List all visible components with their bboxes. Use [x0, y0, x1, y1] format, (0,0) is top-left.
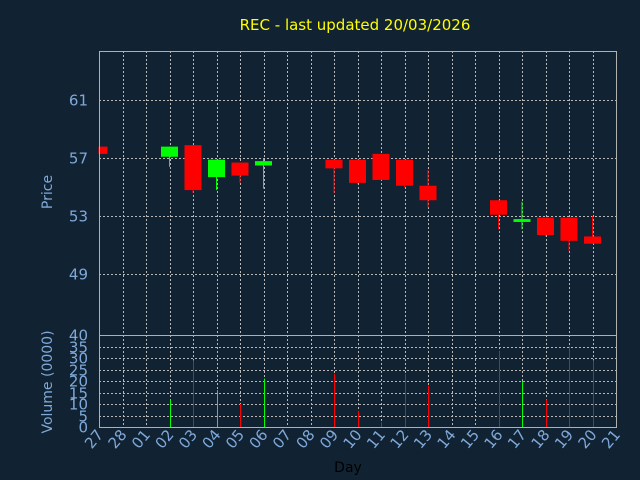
- price-tick-label: 53: [69, 208, 88, 226]
- volume-bar: [405, 374, 406, 427]
- day-tick-label: 18: [528, 426, 554, 452]
- volume-panel: 0510152025303540272801020304050607080910…: [69, 327, 624, 453]
- day-tick-label: 07: [269, 426, 295, 452]
- volume-bar: [381, 422, 382, 427]
- volume-bar: [170, 399, 171, 427]
- volume-bar: [240, 404, 241, 427]
- volume-tick-label: 5: [78, 408, 88, 426]
- day-tick-label: 20: [575, 426, 601, 452]
- day-tick-label: 16: [481, 426, 507, 452]
- day-tick-label: 21: [598, 426, 624, 452]
- candle-body: [490, 200, 507, 215]
- volume-bar: [358, 410, 359, 427]
- volume-axis-label: Volume (0000): [40, 330, 56, 433]
- volume-bar: [428, 385, 429, 427]
- day-tick-label: 09: [316, 426, 342, 452]
- day-tick-label: 13: [410, 426, 436, 452]
- volume-tick-label: 15: [69, 385, 88, 403]
- volume-tick-label: 30: [69, 350, 88, 368]
- volume-frame: [99, 335, 617, 428]
- volume-bar: [499, 351, 500, 427]
- candle-body: [184, 145, 202, 191]
- price-axis-label: Price: [40, 175, 56, 209]
- day-tick-label: 14: [434, 426, 460, 452]
- volume-tick-label: 25: [69, 362, 88, 380]
- price-tick-label: 49: [69, 266, 88, 284]
- candle-body: [349, 159, 366, 183]
- day-tick-label: 03: [175, 426, 201, 452]
- day-tick-label: 08: [293, 426, 319, 452]
- candle-body: [325, 159, 343, 169]
- volume-tick-label: 10: [69, 396, 88, 414]
- day-axis-label: Day: [334, 460, 362, 476]
- candle-body: [396, 159, 413, 186]
- day-tick-label: 12: [387, 426, 413, 452]
- day-tick-label: 06: [246, 426, 272, 452]
- candle-body: [372, 153, 390, 180]
- day-tick-label: 04: [199, 426, 225, 452]
- candle-body: [513, 219, 531, 222]
- price-panel: 49 53 57 61: [69, 51, 617, 336]
- price-tick-label: 57: [69, 150, 88, 168]
- volume-bar: [522, 381, 523, 427]
- day-tick-label: 15: [457, 426, 483, 452]
- candle-body: [161, 146, 178, 157]
- volume-bar: [264, 378, 265, 427]
- day-tick-label: 02: [152, 426, 178, 452]
- volume-bar: [334, 374, 335, 427]
- day-tick-label: 28: [105, 426, 131, 452]
- day-tick-label: 10: [340, 426, 366, 452]
- chart-title: REC - last updated 20/03/2026: [240, 16, 471, 34]
- candle-body: [537, 217, 554, 236]
- volume-tick-label: 40: [69, 327, 88, 345]
- volume-tick-label: 20: [69, 373, 88, 391]
- volume-bar: [217, 390, 218, 427]
- candle-body: [560, 217, 578, 241]
- volume-bar: [593, 360, 594, 427]
- day-tick-label: 19: [551, 426, 577, 452]
- day-tick-label: 17: [504, 426, 530, 452]
- candle-body: [208, 159, 225, 178]
- candle-body: [419, 185, 437, 201]
- day-tick-label: 01: [128, 426, 154, 452]
- volume-bar: [569, 346, 570, 427]
- volume-tick-label: 35: [69, 339, 88, 357]
- candle-body: [255, 161, 272, 166]
- candle-body: [99, 146, 108, 154]
- day-tick-label: 05: [222, 426, 248, 452]
- day-tick-label: 11: [363, 426, 389, 452]
- candle-body: [584, 236, 601, 244]
- price-tick-label: 61: [69, 92, 88, 110]
- candle-body: [231, 162, 249, 176]
- volume-bar: [546, 399, 547, 427]
- volume-bar: [193, 360, 194, 427]
- volume-tick-label: 0: [78, 419, 88, 437]
